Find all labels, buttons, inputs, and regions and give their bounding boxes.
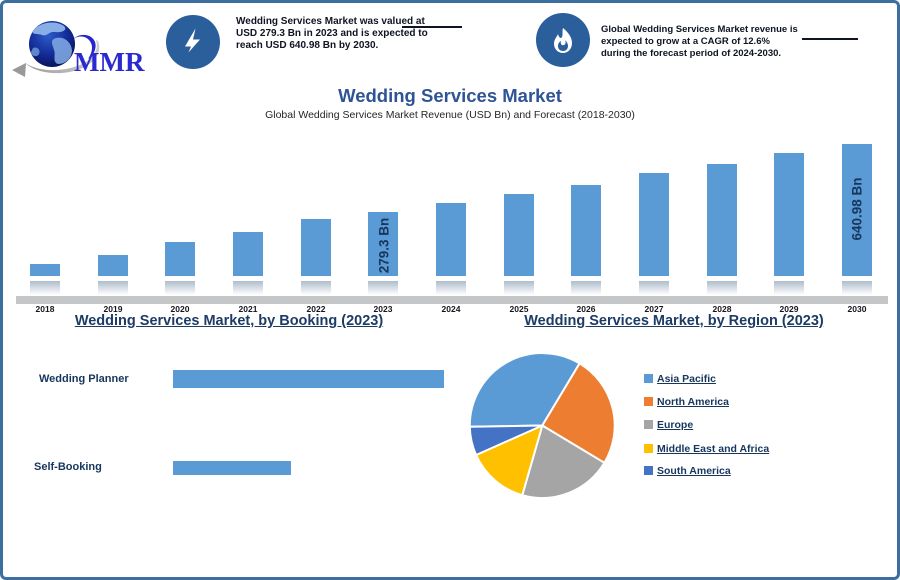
svg-text:MMR: MMR	[74, 47, 145, 77]
